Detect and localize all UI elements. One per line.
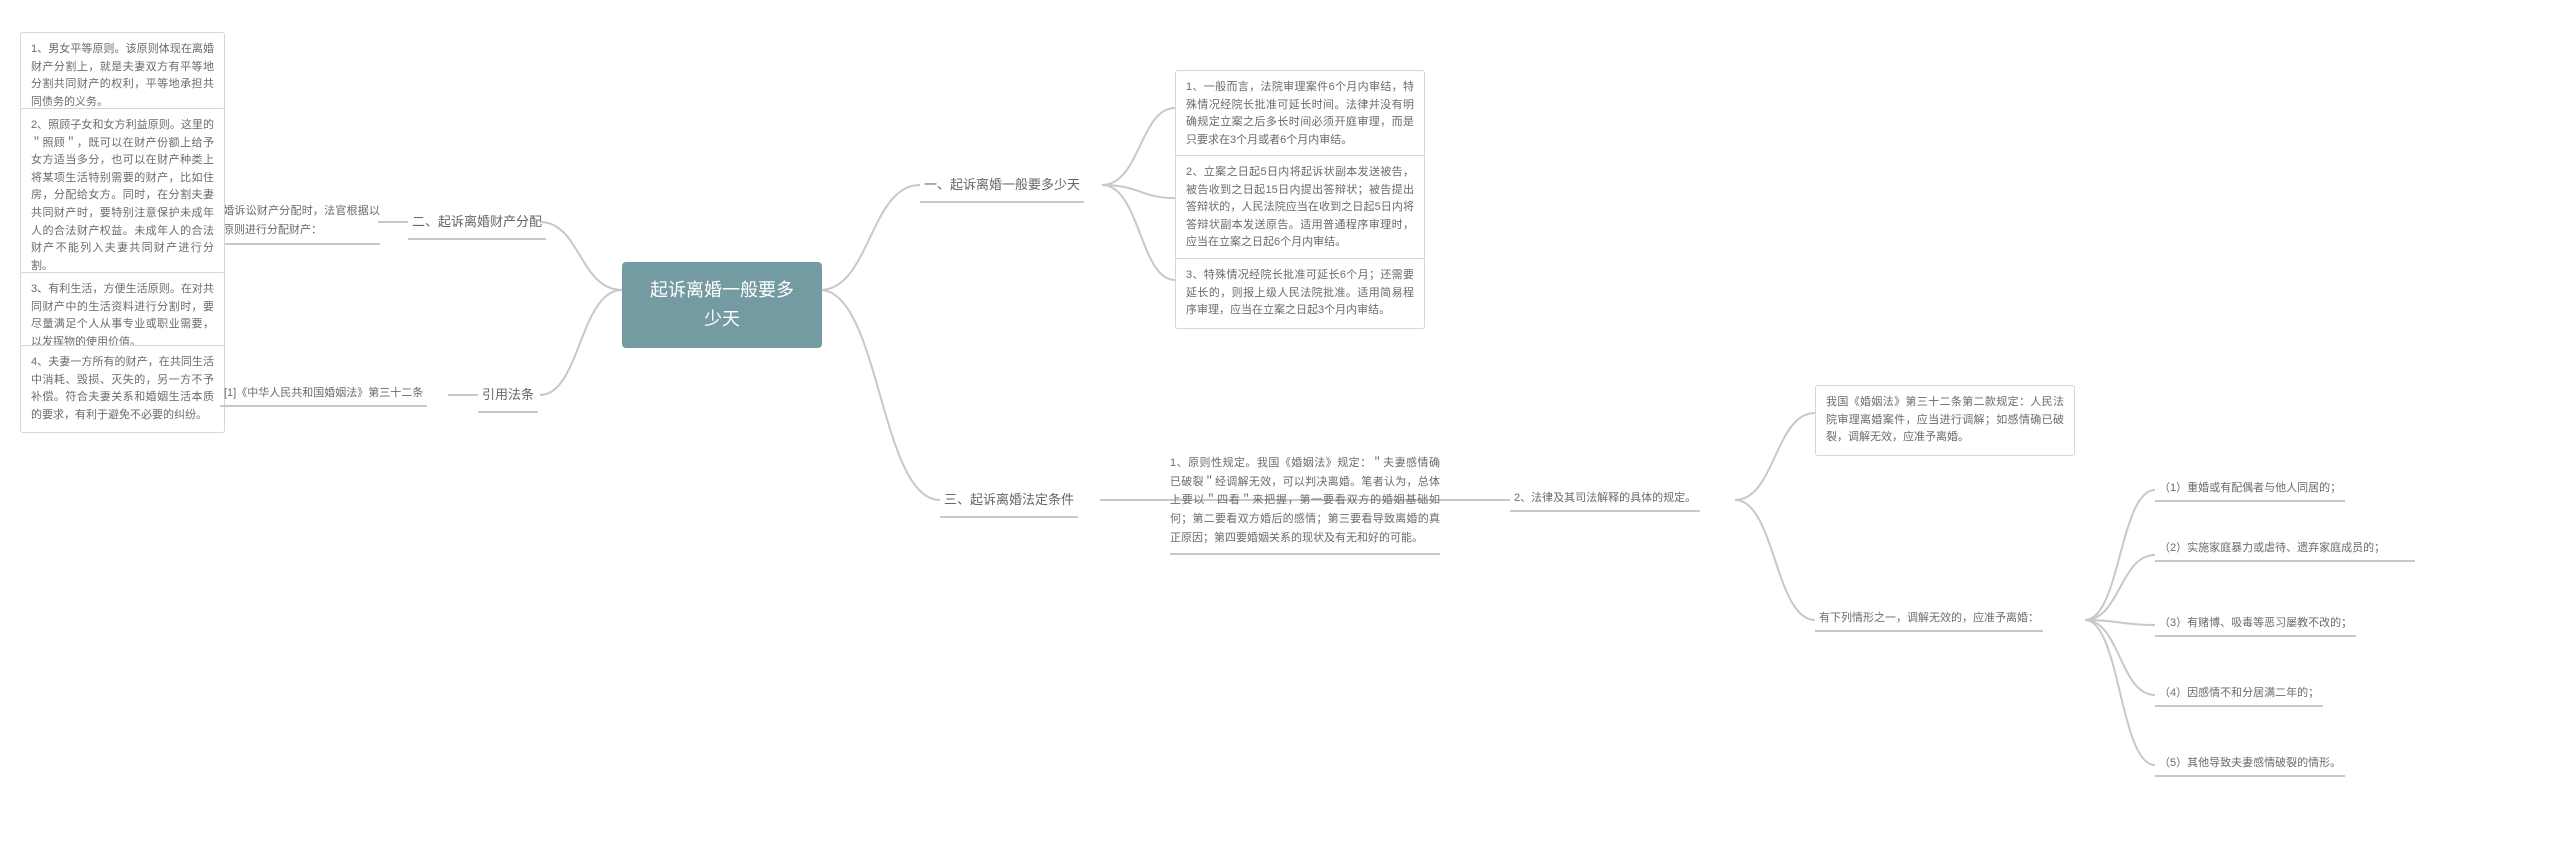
branch-3-item-2-detail: 我国《婚姻法》第三十二条第二款规定：人民法院审理离婚案件，应当进行调解；如感情确… xyxy=(1815,385,2075,456)
branch-1-item-1: 1、一般而言，法院审理案件6个月内审结，特殊情况经院长批准可延长时间。法律并没有… xyxy=(1175,70,1425,158)
branch-1-item-2: 2、立案之日起5日内将起诉状副本发送被告，被告收到之日起15日内提出答辩状；被告… xyxy=(1175,155,1425,261)
branch-2-desc: 离婚诉讼财产分配时，法官根据以下原则进行分配财产： xyxy=(212,202,380,245)
ref-item: [1]《中华人民共和国婚姻法》第三十二条 xyxy=(220,383,427,407)
branch-2-item-2: 2、照顾子女和女方利益原则。这里的＂照顾＂，既可以在财产份额上给予女方适当多分，… xyxy=(20,108,225,284)
root-node: 起诉离婚一般要多少天 xyxy=(622,262,822,348)
case-5: （5）其他导致夫妻感情破裂的情形。 xyxy=(2155,753,2345,777)
branch-3-item-2-sublabel: 有下列情形之一，调解无效的，应准予离婚： xyxy=(1815,608,2043,632)
branch-2-title: 二、起诉离婚财产分配 xyxy=(408,209,546,240)
branch-3-item-1: 1、原则性规定。我国《婚姻法》规定：＂夫妻感情确已破裂＂经调解无效，可以判决离婚… xyxy=(1170,454,1440,555)
branch-1-title: 一、起诉离婚一般要多少天 xyxy=(920,172,1084,203)
branch-1-item-3: 3、特殊情况经院长批准可延长6个月；还需要延长的，则报上级人民法院批准。适用简易… xyxy=(1175,258,1425,329)
case-4: （4）因感情不和分居满二年的； xyxy=(2155,683,2323,707)
branch-3-title: 三、起诉离婚法定条件 xyxy=(940,487,1078,518)
case-2: （2）实施家庭暴力或虐待、遗弃家庭成员的； xyxy=(2155,538,2415,562)
case-1: （1）重婚或有配偶者与他人同居的； xyxy=(2155,478,2345,502)
ref-label: 引用法条 xyxy=(478,382,538,413)
case-3: （3）有赌博、吸毒等恶习屡教不改的； xyxy=(2155,613,2356,637)
branch-2-item-4: 4、夫妻一方所有的财产，在共同生活中消耗、毁损、灭失的，另一方不予补偿。符合夫妻… xyxy=(20,345,225,433)
branch-3-item-2-label: 2、法律及其司法解释的具体的规定。 xyxy=(1510,488,1700,512)
